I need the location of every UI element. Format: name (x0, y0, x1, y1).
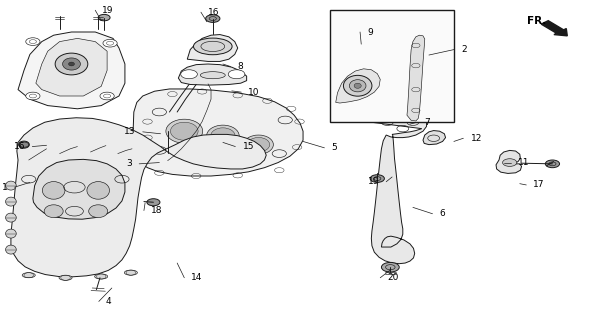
Text: 14: 14 (191, 273, 203, 282)
Polygon shape (132, 89, 303, 176)
Circle shape (381, 262, 399, 272)
Ellipse shape (18, 141, 29, 148)
Circle shape (181, 70, 197, 79)
Text: 6: 6 (440, 209, 446, 218)
Ellipse shape (349, 80, 366, 92)
Ellipse shape (5, 229, 16, 238)
Ellipse shape (166, 119, 203, 143)
Ellipse shape (5, 245, 16, 254)
Text: 20: 20 (387, 273, 399, 282)
Ellipse shape (161, 157, 174, 166)
Circle shape (26, 92, 40, 100)
Text: 10: 10 (248, 88, 260, 97)
Text: 4: 4 (106, 297, 112, 306)
Circle shape (26, 38, 40, 45)
Ellipse shape (170, 122, 198, 140)
Text: 3: 3 (127, 159, 132, 168)
Ellipse shape (207, 125, 239, 147)
Ellipse shape (89, 205, 108, 218)
Circle shape (161, 127, 174, 134)
Text: 15: 15 (242, 142, 254, 151)
Text: 13: 13 (124, 127, 135, 136)
Text: FR.: FR. (527, 16, 546, 26)
Text: 7: 7 (424, 118, 430, 127)
Circle shape (100, 92, 114, 100)
Ellipse shape (5, 181, 16, 190)
Circle shape (206, 15, 220, 22)
Circle shape (370, 175, 384, 182)
FancyArrow shape (541, 21, 567, 36)
Ellipse shape (247, 138, 270, 152)
Text: 19: 19 (102, 6, 114, 15)
Text: 11: 11 (518, 158, 529, 167)
Text: 16: 16 (14, 142, 25, 151)
Ellipse shape (200, 72, 225, 79)
Ellipse shape (59, 275, 72, 280)
Ellipse shape (124, 270, 137, 275)
Polygon shape (371, 109, 426, 264)
Polygon shape (336, 69, 380, 103)
Text: 5: 5 (331, 143, 337, 152)
Ellipse shape (87, 181, 109, 199)
Circle shape (545, 160, 560, 168)
Ellipse shape (164, 159, 171, 164)
Circle shape (503, 159, 517, 166)
Text: 16: 16 (208, 8, 220, 17)
Ellipse shape (244, 135, 273, 154)
Polygon shape (407, 35, 425, 121)
Ellipse shape (62, 58, 80, 70)
Circle shape (147, 199, 160, 206)
Bar (330, 10, 454, 122)
Circle shape (98, 14, 110, 21)
Ellipse shape (211, 128, 235, 144)
Polygon shape (18, 32, 125, 109)
Ellipse shape (194, 38, 232, 55)
Text: 18: 18 (151, 206, 163, 215)
Circle shape (103, 39, 117, 47)
Polygon shape (36, 38, 107, 96)
Ellipse shape (55, 53, 88, 75)
Text: 8: 8 (238, 62, 244, 71)
Text: 17: 17 (533, 180, 545, 189)
Ellipse shape (5, 197, 16, 206)
Polygon shape (187, 35, 238, 61)
Polygon shape (178, 64, 247, 85)
Ellipse shape (343, 76, 372, 96)
Text: 19: 19 (368, 177, 379, 186)
Text: 1: 1 (2, 183, 7, 192)
Polygon shape (33, 159, 125, 219)
Polygon shape (423, 131, 446, 145)
Ellipse shape (354, 83, 361, 88)
Ellipse shape (68, 62, 74, 66)
Ellipse shape (42, 181, 65, 199)
Ellipse shape (22, 273, 35, 278)
Text: 12: 12 (470, 134, 482, 143)
Text: 2: 2 (461, 45, 467, 54)
Ellipse shape (94, 274, 108, 279)
Ellipse shape (5, 213, 16, 222)
Ellipse shape (44, 205, 63, 218)
Polygon shape (11, 118, 266, 277)
Text: 9: 9 (367, 28, 373, 36)
Circle shape (228, 70, 245, 79)
Polygon shape (496, 150, 522, 173)
